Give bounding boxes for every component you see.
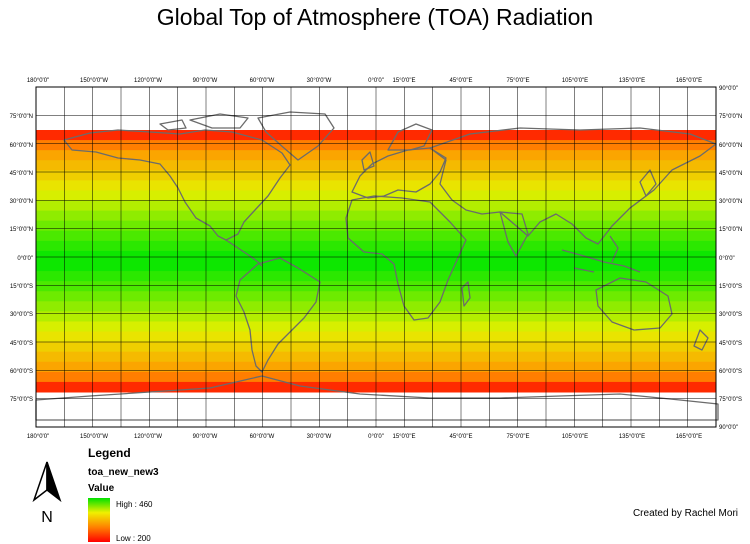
tick-label: 15°0'0"N bbox=[719, 227, 742, 233]
north-label: N bbox=[41, 509, 53, 526]
coastline-new-zealand bbox=[693, 329, 709, 351]
coastline-india bbox=[499, 211, 529, 257]
tick-label: 45°0'0"N bbox=[10, 171, 33, 177]
legend-heading: Legend bbox=[88, 446, 131, 460]
tick-label: 0°0'0" bbox=[368, 434, 384, 440]
coastline-indonesia bbox=[561, 235, 641, 273]
tick-label: 15°0'0"E bbox=[392, 78, 415, 84]
tick-label: 75°0'0"E bbox=[506, 78, 529, 84]
tick-label: 120°0'0"W bbox=[134, 78, 162, 84]
tick-label: 15°0'0"S bbox=[719, 284, 742, 290]
tick-label: 105°0'0"E bbox=[562, 434, 588, 440]
coastline-africa bbox=[345, 195, 467, 321]
north-arrow: N bbox=[30, 460, 64, 533]
tick-label: 30°0'0"W bbox=[307, 434, 332, 440]
tick-label: 75°0'0"N bbox=[10, 114, 33, 120]
tick-label: 15°0'0"S bbox=[10, 284, 33, 290]
coastline-south-america bbox=[235, 257, 321, 373]
longitude-ticks-top: 180°0'0" 150°0'0"W 120°0'0"W 90°0'0"W 60°0'0… bbox=[27, 78, 702, 84]
tick-label: 45°0'0"S bbox=[719, 341, 742, 347]
north-arrow-icon: N bbox=[32, 461, 62, 526]
tick-label: 60°0'0"S bbox=[10, 369, 33, 375]
coastlines bbox=[35, 111, 719, 421]
legend-high-label: High : 460 bbox=[116, 500, 153, 509]
tick-label: 75°0'0"E bbox=[506, 434, 529, 440]
tick-label: 30°0'0"S bbox=[719, 312, 742, 318]
tick-label: 120°0'0"W bbox=[134, 434, 162, 440]
legend: Legend toa_new_new3 Value High : 460 Low… bbox=[88, 446, 159, 543]
tick-label: 15°0'0"N bbox=[10, 227, 33, 233]
coastline-europe bbox=[351, 147, 447, 199]
tick-label: 30°0'0"S bbox=[10, 312, 33, 318]
tick-label: 90°0'0"W bbox=[193, 434, 218, 440]
latitude-ticks-right: 90°0'0" 75°0'0"N 60°0'0"N 45°0'0"N 30°0'0"N 1… bbox=[719, 86, 742, 431]
latitude-ticks-left: 75°0'0"N 60°0'0"N 45°0'0"N 30°0'0"N 15°0'0"N… bbox=[10, 114, 33, 403]
coastline-antarctica bbox=[35, 375, 719, 421]
tick-label: 0°0'0" bbox=[17, 256, 33, 262]
tick-label: 60°0'0"W bbox=[250, 434, 275, 440]
coastline-greenland bbox=[257, 111, 335, 161]
tick-label: 165°0'0"E bbox=[676, 434, 702, 440]
tick-label: 45°0'0"N bbox=[719, 171, 742, 177]
tick-label: 15°0'0"E bbox=[392, 434, 415, 440]
tick-label: 60°0'0"W bbox=[250, 78, 275, 84]
tick-label: 150°0'0"W bbox=[80, 78, 108, 84]
tick-label: 0°0'0" bbox=[368, 78, 384, 84]
tick-label: 60°0'0"N bbox=[719, 143, 742, 149]
tick-label: 150°0'0"W bbox=[80, 434, 108, 440]
tick-label: 45°0'0"S bbox=[10, 341, 33, 347]
tick-label: 180°0'0" bbox=[27, 78, 49, 84]
tick-label: 60°0'0"N bbox=[10, 143, 33, 149]
legend-low-label: Low : 200 bbox=[116, 534, 151, 543]
legend-color-ramp bbox=[88, 498, 110, 542]
coastline-scandinavia bbox=[361, 123, 433, 171]
coastline-australia bbox=[595, 277, 673, 331]
tick-label: 90°0'0" bbox=[719, 425, 738, 431]
tick-label: 90°0'0" bbox=[719, 86, 738, 92]
coastline-north-america bbox=[63, 129, 291, 241]
tick-label: 45°0'0"E bbox=[449, 78, 472, 84]
coastline-madagascar bbox=[461, 281, 471, 307]
legend-field-name: Value bbox=[88, 483, 115, 494]
tick-label: 30°0'0"N bbox=[719, 199, 742, 205]
map-neatline bbox=[35, 86, 717, 428]
tick-label: 75°0'0"S bbox=[10, 397, 33, 403]
tick-label: 135°0'0"E bbox=[619, 78, 645, 84]
tick-label: 90°0'0"W bbox=[193, 78, 218, 84]
tick-label: 30°0'0"N bbox=[10, 199, 33, 205]
coastline-asia bbox=[429, 127, 717, 245]
tick-label: 180°0'0" bbox=[27, 434, 49, 440]
tick-label: 0°0'0" bbox=[719, 256, 735, 262]
tick-label: 135°0'0"E bbox=[619, 434, 645, 440]
map-title: Global Top of Atmosphere (TOA) Radiation bbox=[156, 4, 594, 30]
coastline-arctic-islands bbox=[159, 113, 249, 131]
legend-layer-name: toa_new_new3 bbox=[88, 467, 159, 478]
credit-text: Created by Rachel Mori bbox=[632, 508, 738, 519]
coastline-japan bbox=[639, 169, 657, 197]
tick-label: 105°0'0"E bbox=[562, 78, 588, 84]
longitude-ticks-bottom: 180°0'0" 150°0'0"W 120°0'0"W 90°0'0"W 60°0'0… bbox=[27, 434, 702, 440]
tick-label: 60°0'0"S bbox=[719, 369, 742, 375]
tick-label: 75°0'0"S bbox=[719, 397, 742, 403]
tick-label: 45°0'0"E bbox=[449, 434, 472, 440]
tick-label: 30°0'0"W bbox=[307, 78, 332, 84]
tick-label: 165°0'0"E bbox=[676, 78, 702, 84]
tick-label: 75°0'0"N bbox=[719, 114, 742, 120]
